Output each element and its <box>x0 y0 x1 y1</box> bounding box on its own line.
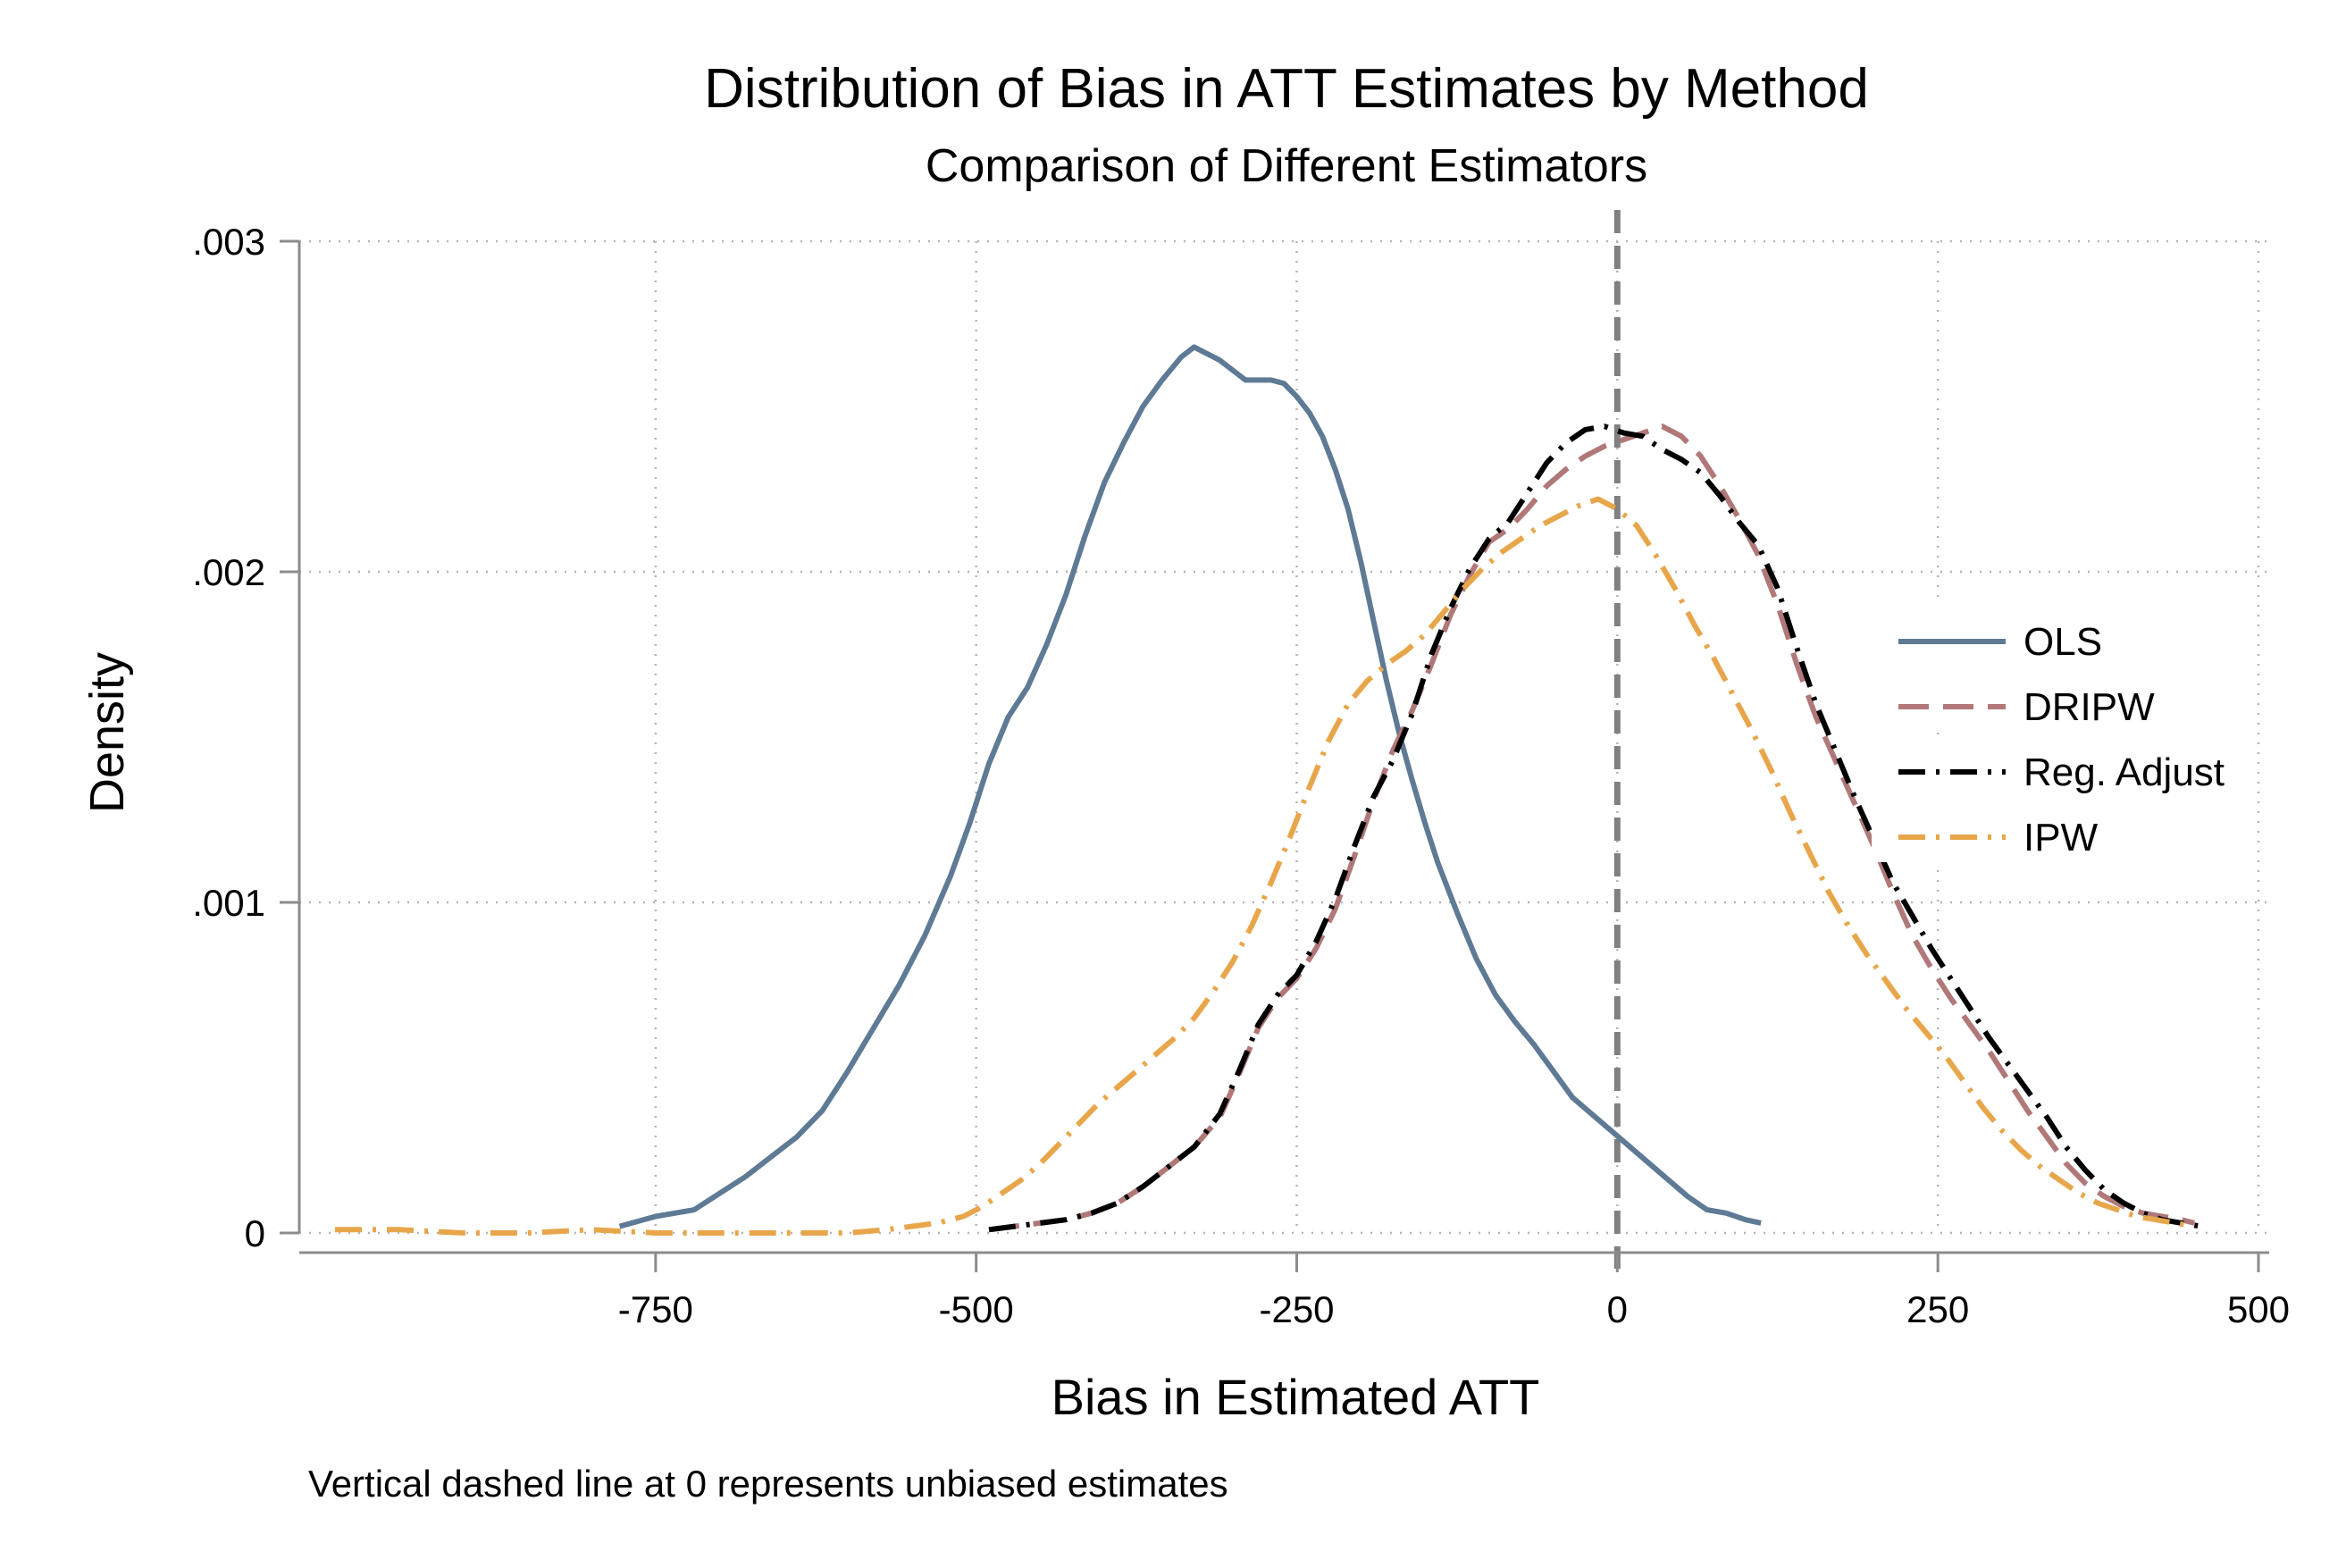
series-lines <box>335 344 2201 1236</box>
legend-entry-bg <box>1872 669 2247 732</box>
chart-title: Distribution of Bias in ATT Estimates by… <box>704 58 1869 120</box>
x-tick-label: -750 <box>618 1288 693 1330</box>
legend-entry-bg <box>1872 604 2247 667</box>
legend-entry-bg <box>1872 734 2247 797</box>
x-axis-label: Bias in Estimated ATT <box>1052 1369 1540 1425</box>
legend-label-reg-adjust: Reg. Adjust <box>2023 750 2225 794</box>
legend: OLS DRIPW Reg. Adjust IPW <box>1872 604 2247 862</box>
tick-labels: 0 .001 .002 .003 -750 -500 -250 0 250 500 <box>192 221 2290 1330</box>
series-line-reg-adjust <box>988 423 2201 1233</box>
axes <box>280 239 2269 1272</box>
legend-label-ipw: IPW <box>2023 816 2099 859</box>
x-tick-label: 0 <box>1607 1288 1628 1330</box>
y-tick-label: 0 <box>245 1212 265 1254</box>
legend-label-dripw: DRIPW <box>2023 685 2155 729</box>
y-tick-label: .002 <box>192 551 265 593</box>
x-tick-label: -250 <box>1259 1288 1334 1330</box>
x-tick-label: 500 <box>2227 1288 2290 1330</box>
legend-label-ols: OLS <box>2023 620 2102 664</box>
chart-note: Vertical dashed line at 0 represents unb… <box>308 1463 1228 1505</box>
chart-subtitle: Comparison of Different Estimators <box>926 140 1647 192</box>
x-tick-label: -500 <box>939 1288 1014 1330</box>
y-tick-label: .001 <box>192 882 265 924</box>
series-line-ols <box>618 344 1762 1229</box>
series-line-ipw <box>335 496 2195 1236</box>
x-tick-label: 250 <box>1906 1288 1969 1330</box>
legend-entry-bg <box>1872 800 2247 862</box>
y-axis-label: Density <box>80 652 134 813</box>
y-tick-label: .003 <box>192 221 265 263</box>
